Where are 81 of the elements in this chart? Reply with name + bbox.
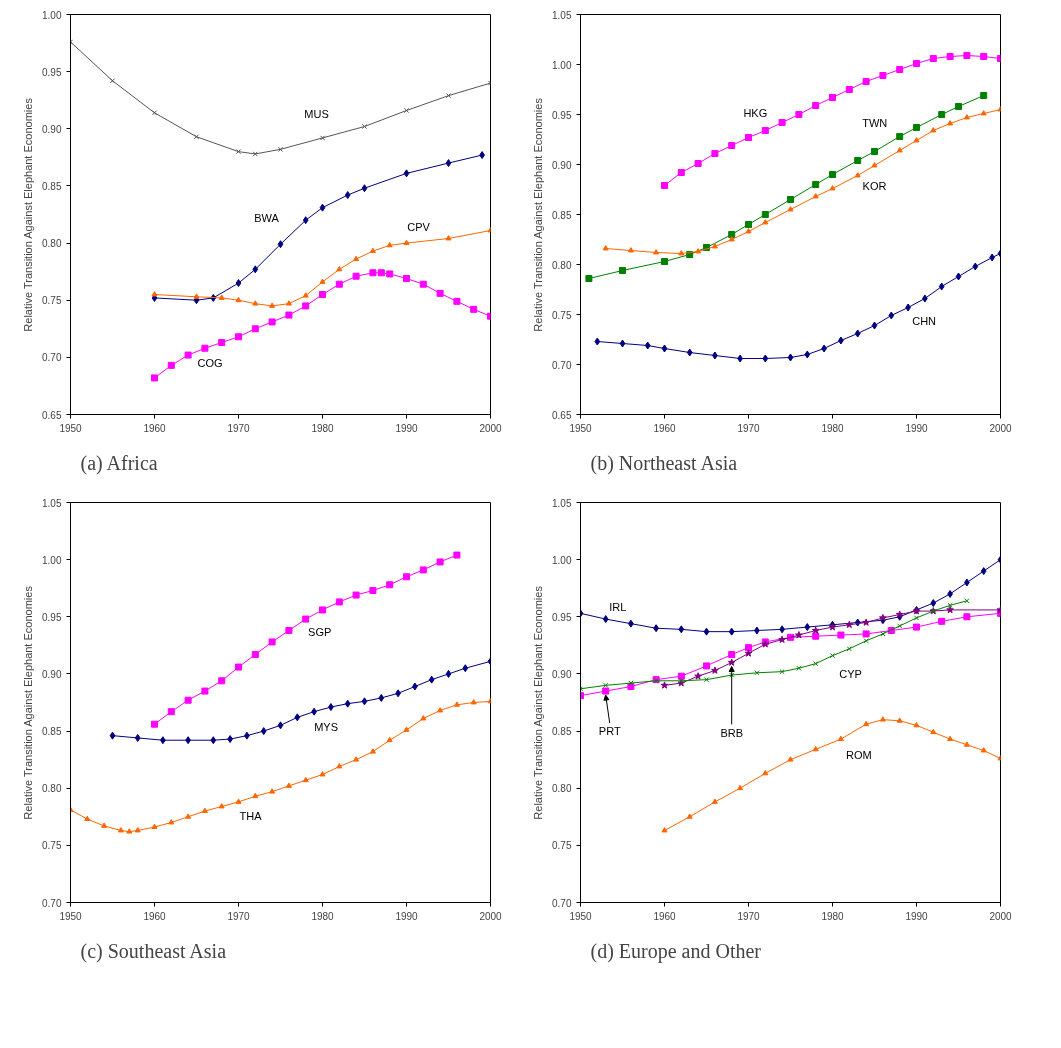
x-tick-label: 1990 <box>905 910 929 922</box>
y-tick-label: 1.00 <box>42 554 62 566</box>
y-tick-label: 1.00 <box>42 9 62 21</box>
series-label: KOR <box>862 179 887 192</box>
x-tick-label: 2000 <box>989 910 1013 922</box>
text: (a) Africa <box>80 451 158 475</box>
x-tick-label: 1950 <box>59 422 83 434</box>
series-label: ROM <box>846 749 872 762</box>
y-axis-title: Relative Transition Against Elephant Economies <box>532 97 545 332</box>
y-tick-label: 0.95 <box>42 611 62 623</box>
x-tick-label: 2000 <box>479 910 503 922</box>
series-label: BWA <box>254 212 280 225</box>
series-label: CYP <box>839 667 862 680</box>
x-tick-label: 1980 <box>821 910 845 922</box>
series-label: THA <box>239 809 263 822</box>
y-tick-label: 1.00 <box>552 554 572 566</box>
y-tick-label: 0.85 <box>42 726 62 738</box>
y-tick-label: 1.05 <box>552 497 572 509</box>
y-tick-label: 0.80 <box>42 238 62 250</box>
text: (c) Southeast Asia <box>80 939 227 963</box>
series-label: CPV <box>407 221 431 234</box>
y-tick-label: 0.90 <box>42 123 62 135</box>
y-tick-label: 0.95 <box>42 66 62 78</box>
y-tick-label: 0.80 <box>552 783 572 795</box>
y-tick-label: 0.80 <box>42 783 62 795</box>
y-axis-title: Relative Transition Against Elephant Economies <box>22 97 35 332</box>
y-tick-label: 1.00 <box>552 59 572 71</box>
series-label: TWN <box>862 116 888 129</box>
y-tick-label: 0.95 <box>552 109 572 121</box>
x-tick-label: 1960 <box>653 910 677 922</box>
x-tick-label: 1990 <box>395 422 419 434</box>
x-tick-label: 1960 <box>143 422 167 434</box>
y-tick-label: 0.70 <box>42 897 62 909</box>
x-tick-label: 1950 <box>59 910 83 922</box>
series-label: SGP <box>308 626 332 639</box>
series-label: IRL <box>609 601 627 614</box>
y-tick-label: 0.85 <box>552 726 572 738</box>
y-tick-label: 0.70 <box>552 897 572 909</box>
y-tick-label: 0.70 <box>552 359 572 371</box>
x-tick-label: 1980 <box>311 422 335 434</box>
x-tick-label: 1980 <box>311 910 335 922</box>
y-tick-label: 0.75 <box>552 840 572 852</box>
y-axis-title: Relative Transition Against Elephant Economies <box>22 585 35 820</box>
x-tick-label: 1950 <box>569 910 593 922</box>
text: PRT <box>598 725 621 738</box>
x-tick-label: 1960 <box>143 910 167 922</box>
text: (b) Northeast Asia <box>590 451 738 475</box>
y-tick-label: 0.75 <box>552 309 572 321</box>
x-tick-label: 2000 <box>989 422 1013 434</box>
series-label: CHN <box>912 314 937 327</box>
x-tick-label: 1970 <box>737 422 761 434</box>
series-label: MYS <box>314 720 339 733</box>
x-tick-label: 1970 <box>737 910 761 922</box>
text: (d) Europe and Other <box>590 939 762 963</box>
y-tick-label: 1.05 <box>42 497 62 509</box>
y-tick-label: 0.75 <box>42 295 62 307</box>
x-tick-label: 2000 <box>479 422 503 434</box>
series-label: MUS <box>304 107 329 120</box>
x-tick-label: 1970 <box>227 910 251 922</box>
x-tick-label: 1960 <box>653 422 677 434</box>
y-tick-label: 0.90 <box>552 668 572 680</box>
y-tick-label: 0.90 <box>42 668 62 680</box>
y-tick-label: 0.85 <box>552 209 572 221</box>
y-tick-label: 0.90 <box>552 159 572 171</box>
y-tick-label: 0.85 <box>42 180 62 192</box>
x-tick-label: 1980 <box>821 422 845 434</box>
y-tick-label: 0.80 <box>552 259 572 271</box>
y-tick-label: 1.05 <box>552 9 572 21</box>
x-tick-label: 1950 <box>569 422 593 434</box>
text: BRB <box>720 726 744 739</box>
y-tick-label: 0.65 <box>552 409 572 421</box>
x-tick-label: 1990 <box>395 910 419 922</box>
x-tick-label: 1970 <box>227 422 251 434</box>
y-tick-label: 0.95 <box>552 611 572 623</box>
y-tick-label: 0.75 <box>42 840 62 852</box>
y-tick-label: 0.65 <box>42 409 62 421</box>
y-tick-label: 0.70 <box>42 352 62 364</box>
x-tick-label: 1990 <box>905 422 929 434</box>
series-label: COG <box>197 357 223 370</box>
y-axis-title: Relative Transition Against Elephant Economies <box>532 585 545 820</box>
series-label: HKG <box>743 106 768 119</box>
